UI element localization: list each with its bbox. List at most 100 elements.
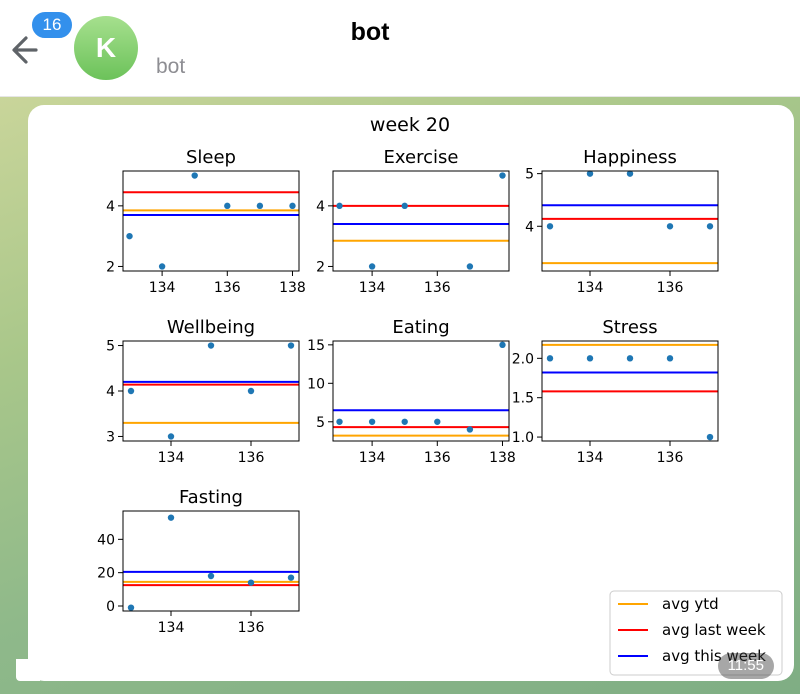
chat-background: week 20 Sleep 134 136 138 2 4 Exercise 134 136 2 4… [0,96,800,694]
data-point [126,232,133,240]
data-point [336,202,343,210]
y-tick-label: 5 [525,167,534,183]
subplot-happiness: Happiness 134 136 4 5 [525,147,719,296]
y-tick-label: 2.0 [512,351,534,367]
chat-title[interactable]: bot [350,18,390,46]
figure-suptitle: week 20 [370,114,450,136]
message-bubble[interactable]: week 20 Sleep 134 136 138 2 4 Exercise 134 136 2 4… [28,105,794,681]
data-point [289,202,296,210]
x-tick-label: 134 [359,450,386,466]
y-tick-label: 15 [307,338,325,354]
axes-frame [332,170,510,272]
axes-frame [541,340,719,442]
data-point [127,387,135,395]
y-tick-label: 4 [525,219,534,235]
subplot-title: Fasting [179,487,243,508]
x-tick-label: 136 [238,620,265,636]
data-point [207,342,215,349]
y-tick-label: 0 [106,599,115,615]
legend-label: avg ytd [662,595,719,613]
y-tick-label: 10 [307,376,325,392]
chart-figure: week 20 Sleep 134 136 138 2 4 Exercise 134 136 2 4… [97,114,783,676]
chat-header: 16 K bot bot [0,0,800,97]
axes-frame [541,170,719,272]
back-button[interactable] [6,28,50,72]
avatar[interactable]: K [74,16,138,80]
data-point [287,342,295,349]
y-tick-label: 3 [106,429,115,445]
x-tick-label: 136 [214,280,241,296]
data-point [191,172,198,179]
y-tick-label: 1.0 [512,430,534,446]
data-point [256,202,264,210]
subplot-title: Eating [392,317,449,338]
x-tick-label: 136 [657,280,684,296]
axes-frame [332,340,510,442]
y-tick-label: 4 [316,199,325,215]
y-tick-label: 1.5 [512,391,534,407]
data-point [368,263,376,270]
x-tick-label: 134 [359,280,386,296]
data-point [546,355,554,362]
data-point [586,355,594,362]
data-point [666,355,674,362]
y-tick-label: 4 [106,199,115,215]
subplot-exercise: Exercise 134 136 2 4 [316,147,510,296]
data-point [127,604,135,611]
y-tick-label: 4 [106,384,115,400]
data-point [167,514,175,521]
subplot-title: Happiness [583,147,677,168]
data-point [401,418,408,425]
legend-label: avg this week [662,647,766,665]
x-tick-label: 134 [158,450,185,466]
data-point [626,170,634,177]
data-point [706,433,714,441]
subplot-sleep: Sleep 134 136 138 2 4 [106,147,306,296]
y-tick-label: 2 [316,259,325,275]
data-point [247,387,255,395]
x-tick-label: 134 [577,450,604,466]
data-point [466,426,474,433]
data-point [401,202,408,210]
data-point [336,418,343,425]
subplot-fasting: Fasting 134 136 0 20 40 [97,487,300,636]
legend-frame [609,590,783,676]
x-tick-label: 134 [577,280,604,296]
arrow-left-icon [12,36,38,64]
y-tick-label: 5 [316,415,325,431]
x-tick-label: 136 [238,450,265,466]
unread-count-badge: 16 [30,10,74,40]
data-point [706,223,714,230]
data-point [666,223,674,230]
x-tick-label: 134 [149,280,176,296]
x-tick-label: 138 [279,280,306,296]
y-tick-label: 5 [106,339,115,355]
axes-frame [122,510,300,612]
subplot-title: Sleep [186,147,236,168]
subplot-title: Wellbeing [167,317,255,338]
data-point [586,170,594,177]
x-tick-label: 136 [424,450,451,466]
y-tick-label: 20 [97,566,115,582]
message-time: 11:55 [717,653,774,679]
data-point [546,223,554,230]
data-point [499,172,506,179]
data-point [247,579,255,586]
chat-subtitle: bot [156,55,186,78]
y-tick-label: 40 [97,532,115,548]
data-point [158,263,166,270]
chart-legend: avg ytd avg last week avg this week [609,590,783,676]
x-tick-label: 136 [657,450,684,466]
legend-label: avg last week [662,621,766,639]
subplot-title: Stress [602,317,657,338]
axes-frame [122,340,300,442]
subplot-eating: Eating 134 136 138 5 10 15 [307,317,516,466]
subplot-title: Exercise [384,147,459,168]
x-tick-label: 134 [158,620,185,636]
data-point [368,418,376,425]
x-tick-label: 138 [489,450,516,466]
data-point [466,263,474,270]
axes-frame [122,170,300,272]
subplot-stress: Stress 134 136 1.0 1.5 2.0 [512,317,719,466]
x-tick-label: 136 [424,280,451,296]
